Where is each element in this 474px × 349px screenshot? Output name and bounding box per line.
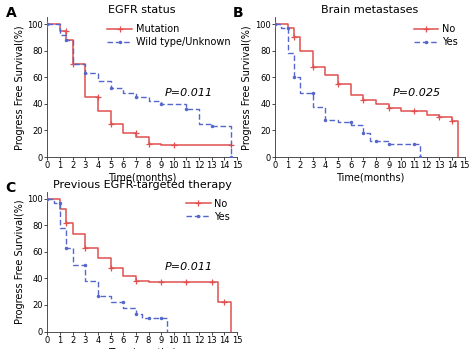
Text: A: A — [6, 6, 17, 20]
Text: P=0.011: P=0.011 — [165, 262, 213, 272]
Legend: Mutation, Wild type/Unknown: Mutation, Wild type/Unknown — [105, 22, 232, 49]
Title: EGFR status: EGFR status — [109, 5, 176, 15]
Y-axis label: Progress Free Survival(%): Progress Free Survival(%) — [15, 199, 25, 324]
Y-axis label: Progress Free Survival(%): Progress Free Survival(%) — [242, 25, 252, 150]
Legend: No, Yes: No, Yes — [184, 197, 232, 224]
X-axis label: Time(months): Time(months) — [336, 173, 404, 183]
Legend: No, Yes: No, Yes — [412, 22, 460, 49]
Text: P=0.011: P=0.011 — [165, 88, 213, 98]
Title: Previous EGFR-targeted therapy: Previous EGFR-targeted therapy — [53, 180, 232, 190]
Text: B: B — [233, 6, 244, 20]
Text: P=0.025: P=0.025 — [392, 88, 441, 98]
X-axis label: Time(months): Time(months) — [108, 348, 176, 349]
Title: Brain metastases: Brain metastases — [321, 5, 419, 15]
X-axis label: Time(months): Time(months) — [108, 173, 176, 183]
Text: C: C — [6, 181, 16, 195]
Y-axis label: Progress Free Survival(%): Progress Free Survival(%) — [15, 25, 25, 150]
